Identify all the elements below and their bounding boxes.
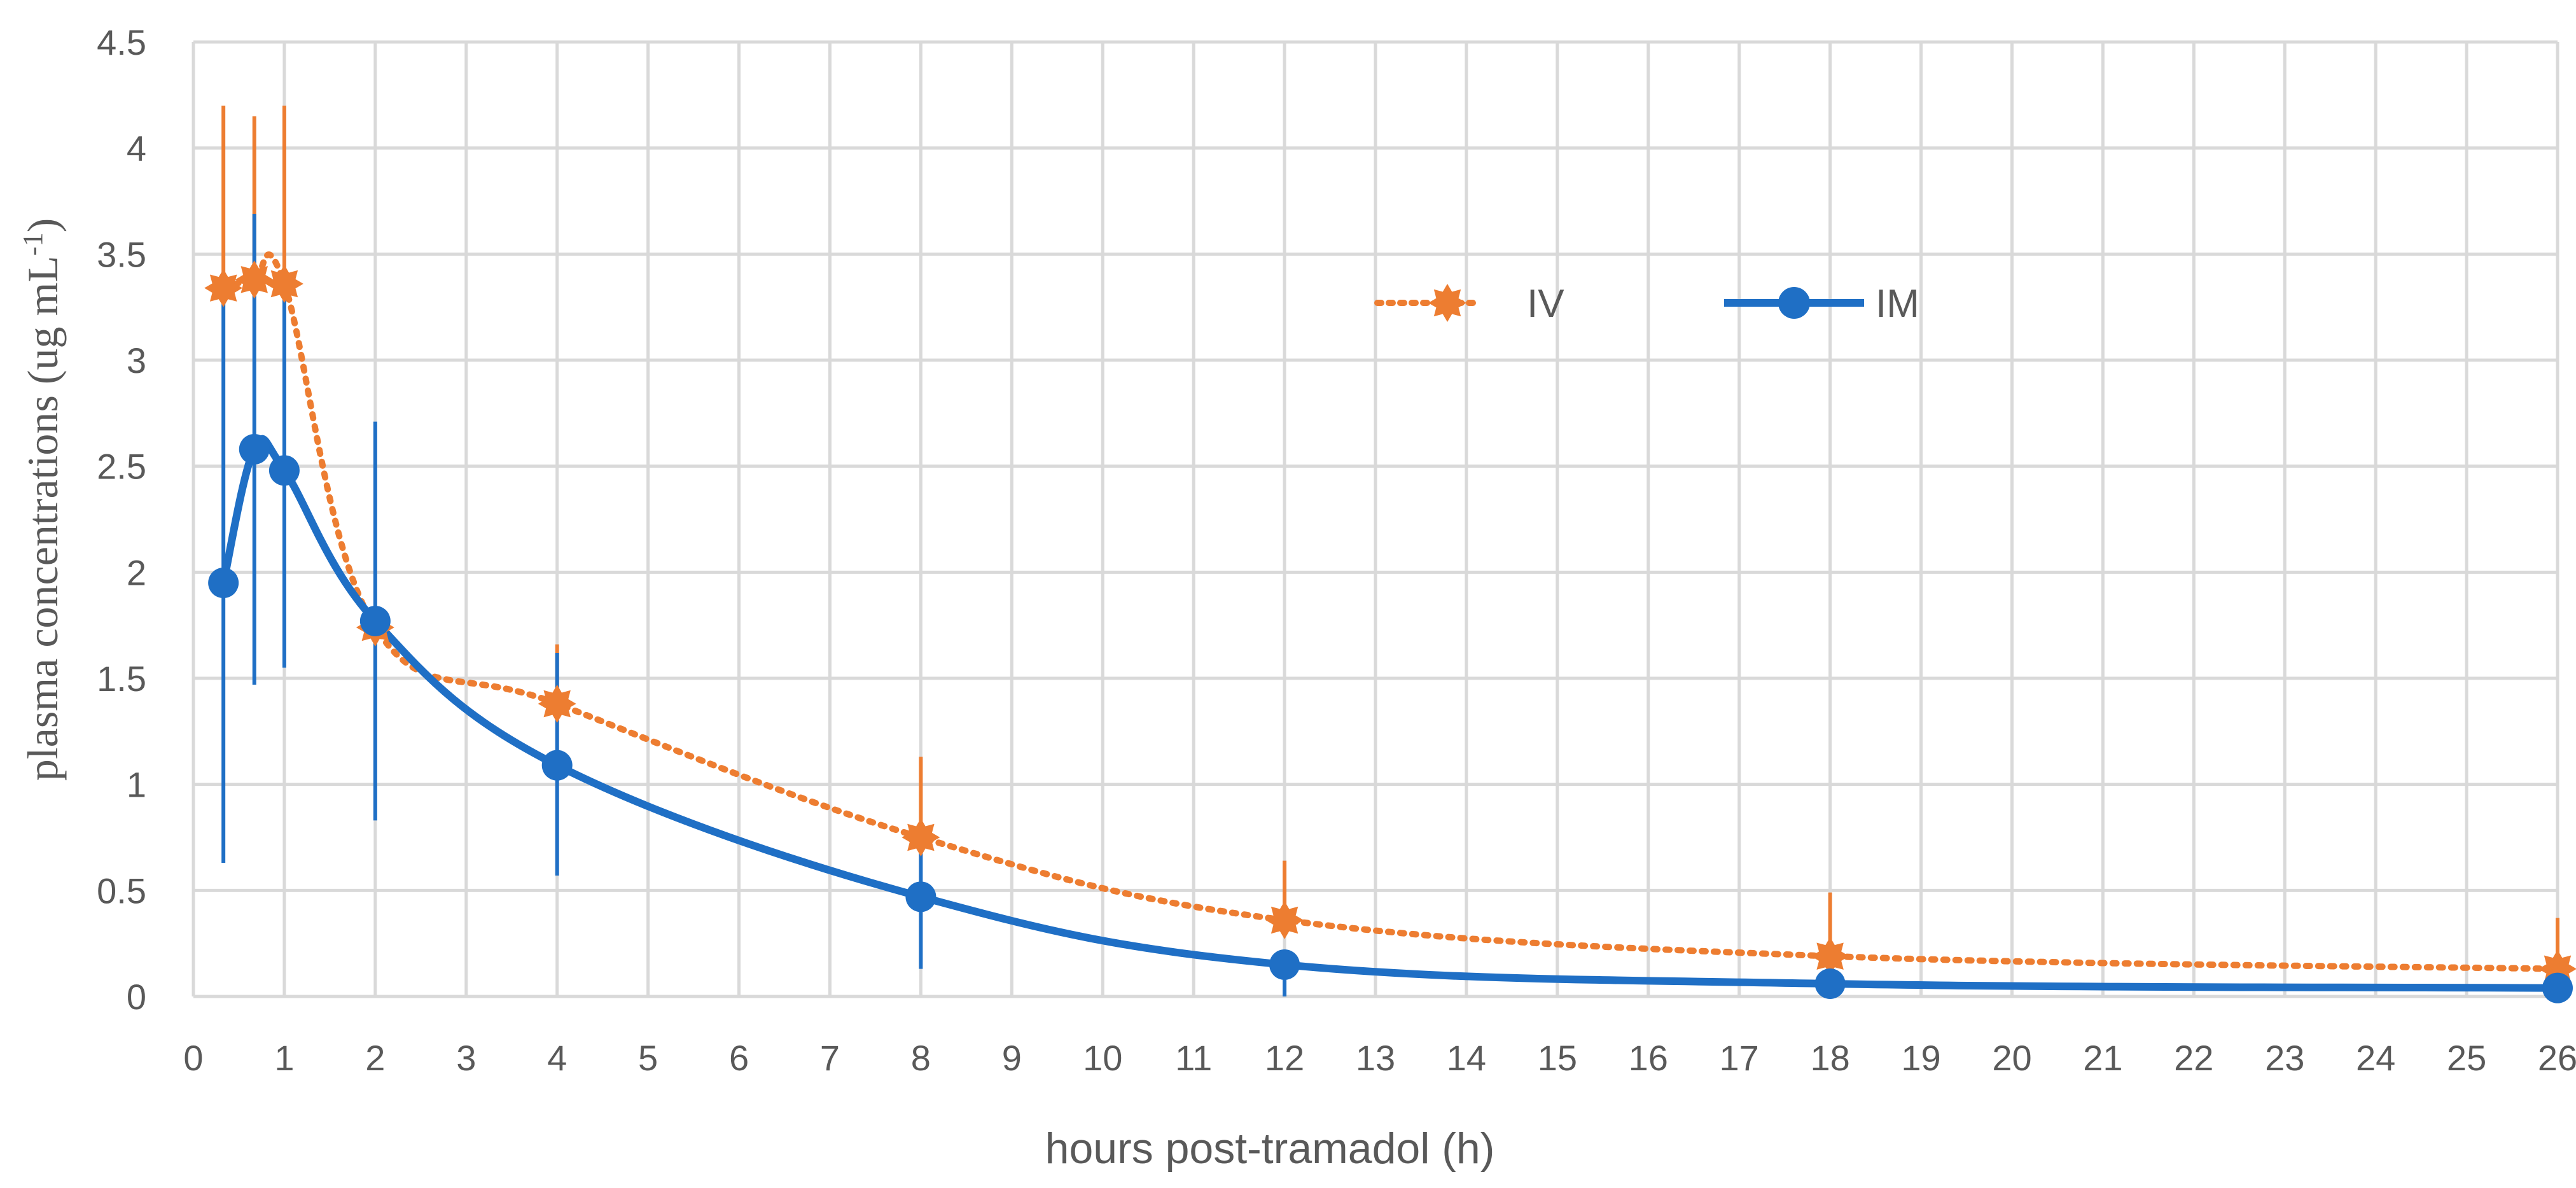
y-tick-label: 3 xyxy=(127,340,146,381)
x-tick-label: 24 xyxy=(2356,1038,2395,1078)
data-point-im xyxy=(208,568,239,598)
x-tick-label: 0 xyxy=(183,1038,203,1078)
data-point-iv xyxy=(204,269,243,307)
data-point-iv xyxy=(1265,901,1304,939)
series-markers xyxy=(204,260,2576,1003)
data-point-im xyxy=(1814,968,1846,999)
y-axis-title-superscript: -1 xyxy=(17,232,48,256)
data-point-iv xyxy=(235,260,274,299)
x-tick-label: 4 xyxy=(547,1038,567,1078)
x-tick-label: 23 xyxy=(2265,1038,2304,1078)
x-tick-label: 18 xyxy=(1810,1038,1849,1078)
x-tick-label: 17 xyxy=(1720,1038,1759,1078)
x-tick-label: 10 xyxy=(1083,1038,1122,1078)
x-tick-label: 16 xyxy=(1629,1038,1668,1078)
data-point-iv xyxy=(265,265,303,303)
data-point-im xyxy=(1269,949,1300,980)
y-tick-label: 4 xyxy=(127,129,146,169)
x-tick-label: 3 xyxy=(456,1038,476,1078)
data-point-im xyxy=(239,434,270,465)
y-tick-label: 2 xyxy=(127,552,146,592)
data-point-im xyxy=(541,750,573,781)
x-axis-title: hours post-tramadol (h) xyxy=(1045,1124,1495,1173)
series-line-iv xyxy=(220,251,2561,972)
y-tick-label: 1.5 xyxy=(97,659,146,699)
x-tick-label: 7 xyxy=(820,1038,840,1078)
x-tick-label: 13 xyxy=(1356,1038,1395,1078)
x-tick-label: 21 xyxy=(2083,1038,2122,1078)
y-axis-title-close: ) xyxy=(18,218,67,233)
x-tick-label: 22 xyxy=(2174,1038,2213,1078)
legend-im-label: IM xyxy=(1876,282,1919,326)
y-axis-title-main: plasma concentrations (ug mL xyxy=(18,256,67,781)
x-tick-label: 9 xyxy=(1002,1038,1022,1078)
y-tick-label: 3.5 xyxy=(97,234,146,274)
gridlines xyxy=(191,40,2559,998)
x-tick-label: 12 xyxy=(1265,1038,1304,1078)
x-tick-label: 2 xyxy=(365,1038,385,1078)
x-tick-label: 20 xyxy=(1992,1038,2031,1078)
y-tick-label: 2.5 xyxy=(97,447,146,487)
x-tick-label: 5 xyxy=(638,1038,658,1078)
y-tick-label: 0 xyxy=(127,977,146,1017)
x-tick-label: 19 xyxy=(1901,1038,1940,1078)
data-point-im xyxy=(268,455,300,486)
y-tick-labels: 0 0.5 1 1.5 2 2.5 3 3.5 4 4.5 xyxy=(97,22,146,1017)
data-point-im xyxy=(905,881,936,912)
x-tick-label: 6 xyxy=(729,1038,749,1078)
data-point-iv xyxy=(1811,937,1849,975)
legend-im-marker xyxy=(1778,287,1810,319)
legend-iv-marker xyxy=(1428,284,1466,322)
x-tick-label: 14 xyxy=(1447,1038,1486,1078)
data-point-im xyxy=(2542,972,2573,1003)
x-tick-label: 1 xyxy=(274,1038,294,1078)
y-tick-label: 4.5 xyxy=(97,22,146,62)
y-axis-title: plasma concentrations (ug mL-1) xyxy=(17,218,67,781)
x-tick-label: 11 xyxy=(1175,1038,1212,1078)
x-tick-label: 25 xyxy=(2447,1038,2486,1078)
x-tick-label: 8 xyxy=(911,1038,931,1078)
legend: IV IM xyxy=(1374,282,1919,326)
data-point-im xyxy=(359,606,391,636)
x-tick-label: 26 xyxy=(2538,1038,2576,1078)
x-tick-label: 15 xyxy=(1538,1038,1577,1078)
legend-iv-label: IV xyxy=(1527,282,1564,326)
data-point-iv xyxy=(538,685,576,723)
y-tick-label: 1 xyxy=(127,765,146,805)
x-tick-labels: 0 1 2 3 4 5 6 7 8 9 10 11 12 13 14 15 16 17 18 19 20 21 22 23 24… xyxy=(183,1038,2576,1078)
data-point-iv xyxy=(902,818,940,856)
y-tick-label: 0.5 xyxy=(97,870,146,911)
